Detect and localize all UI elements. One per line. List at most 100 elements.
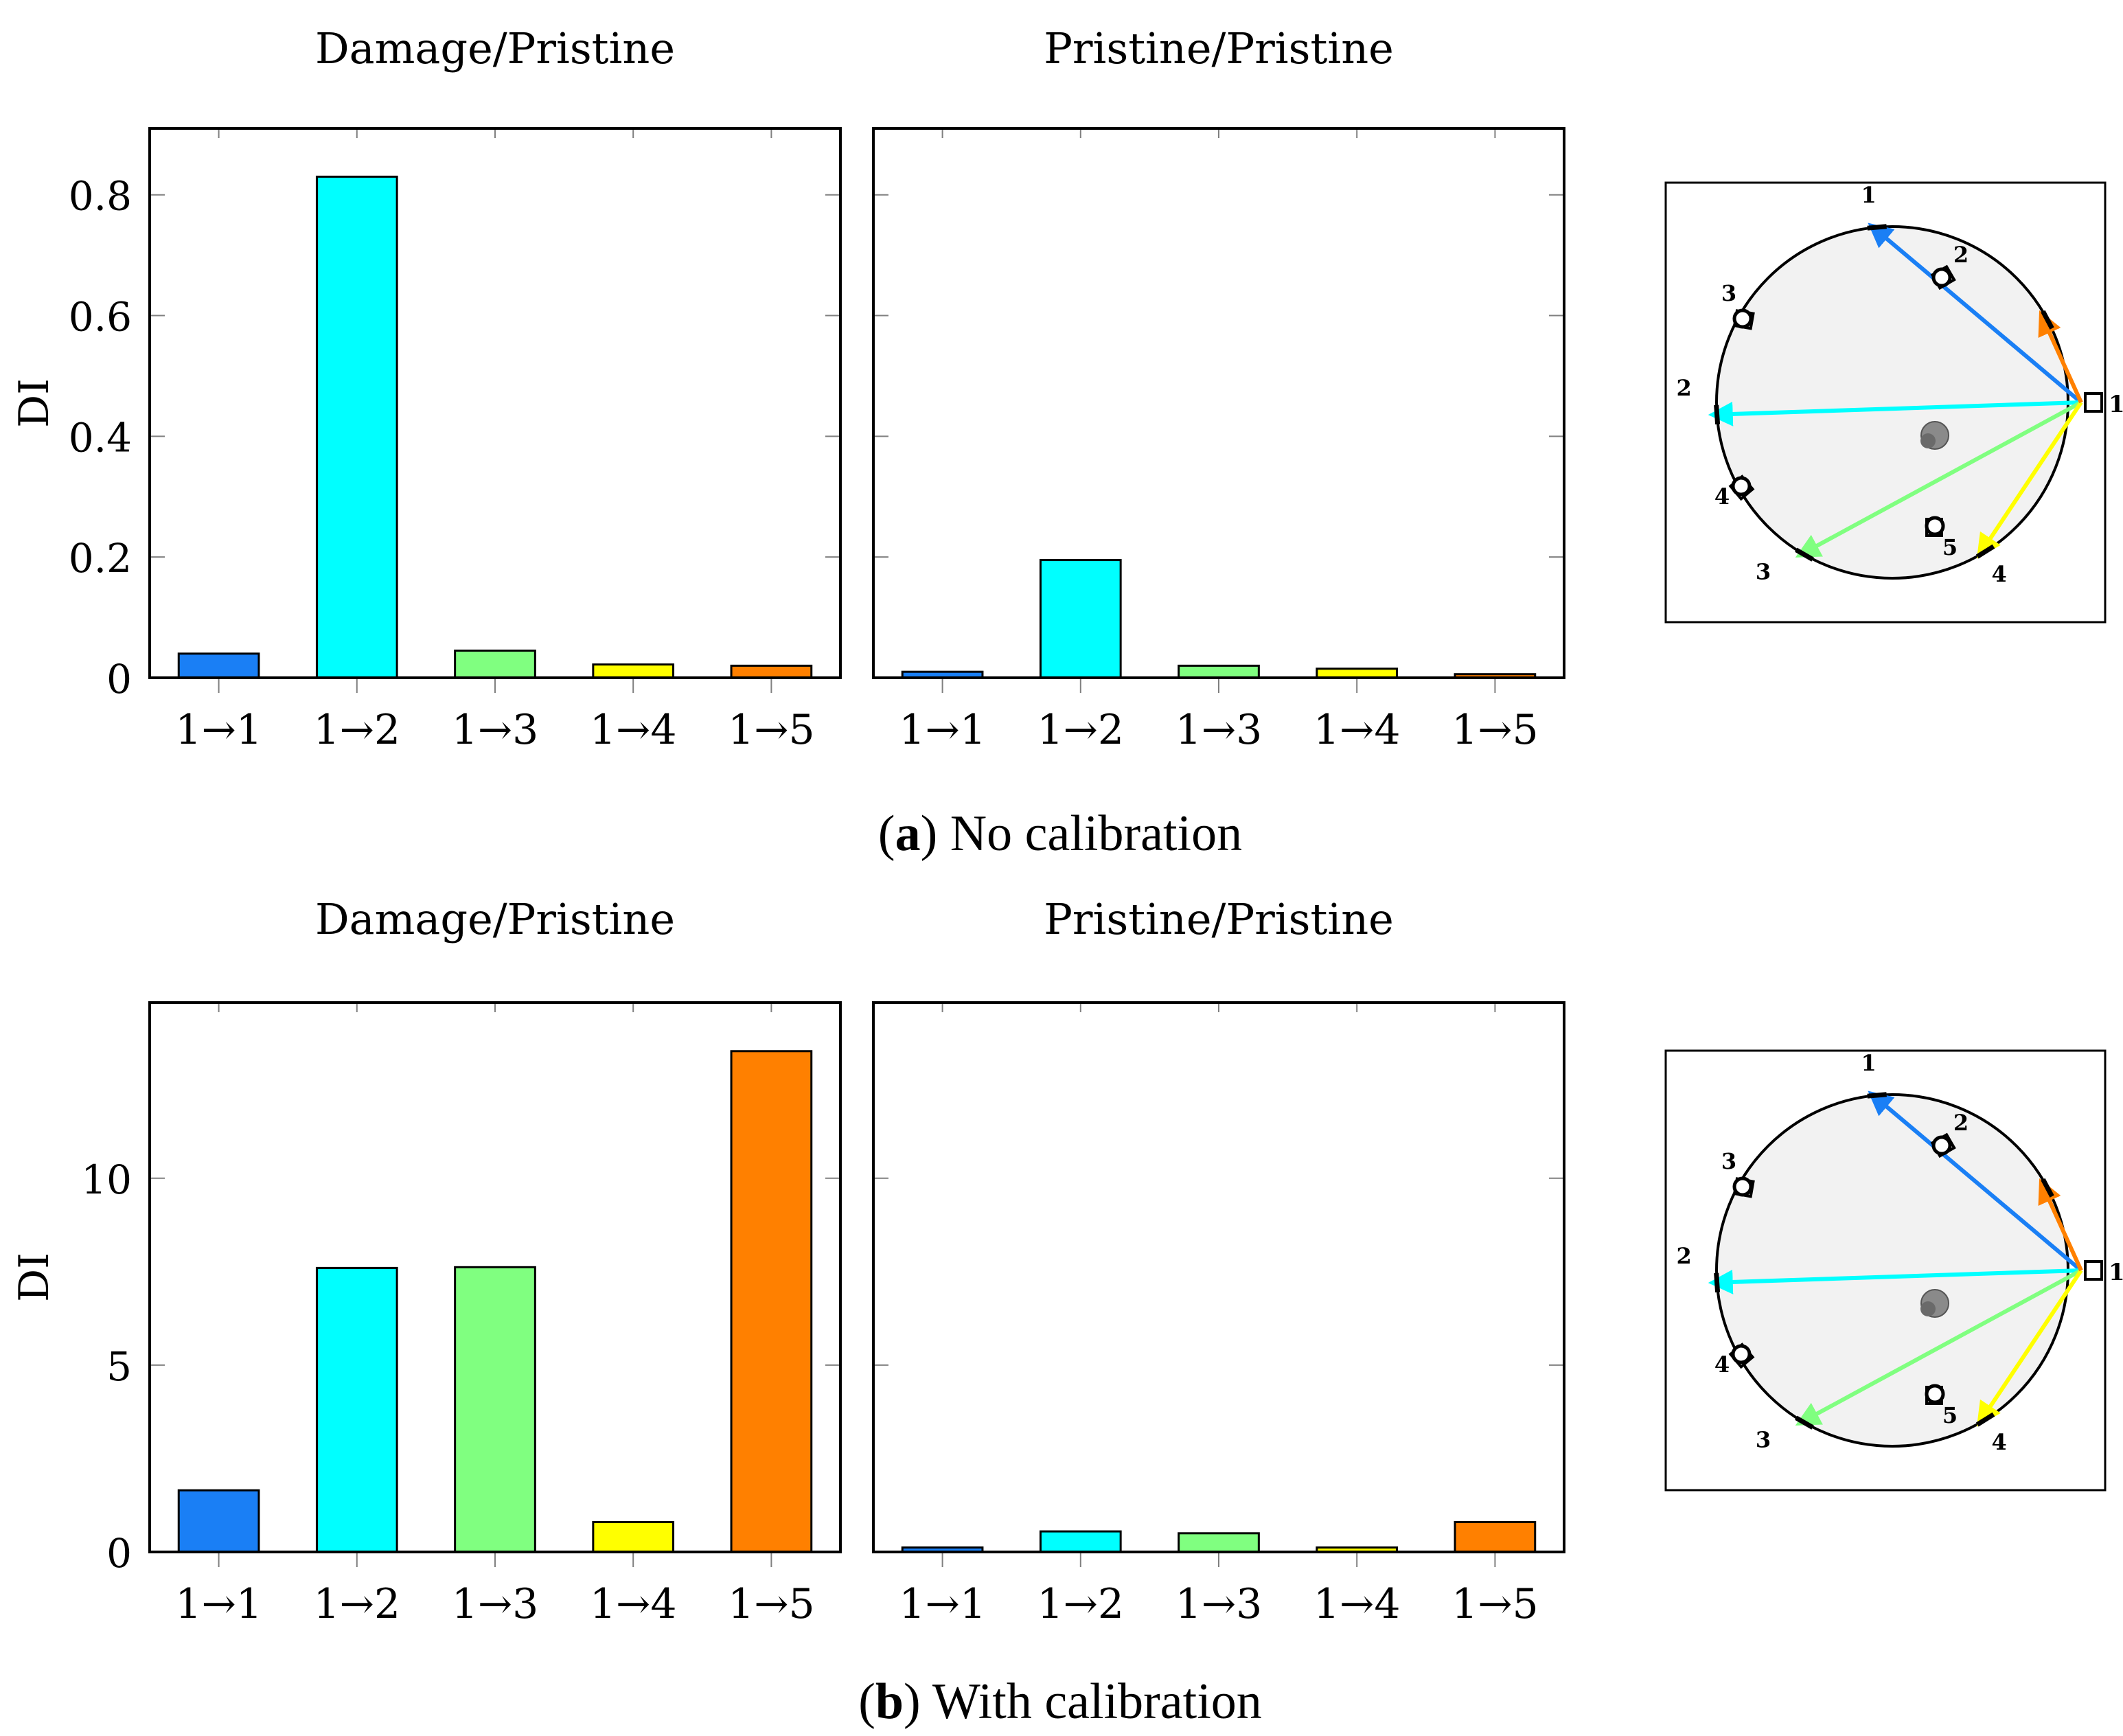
signal-path-5 [2038,1178,2083,1272]
x-tick-label: 1→4 [1313,706,1401,754]
receiver-5 [2041,310,2054,330]
y-tick-label: 10 [81,1156,132,1203]
bar-5 [730,1050,813,1553]
transducer-4 [1731,476,1752,496]
signal-path-2 [1708,1268,2082,1294]
bar-5 [730,664,813,679]
receiver-2 [1714,1272,1721,1293]
source-transducer [2084,392,2103,413]
receiver-label: 3 [1756,1427,1771,1453]
receiver-3 [1795,1415,1814,1430]
bar-2 [1039,1530,1122,1553]
plot-frame [148,127,842,679]
plot-frame [872,1001,1565,1553]
chart-b-right: Pristine/Pristine 1→1 1→2 1→3 1→4 1→5 [872,894,1565,1628]
bar-4 [592,1520,675,1553]
x-tick-label: 1→4 [590,1580,677,1628]
chart-title: Damage/Pristine [315,23,675,73]
x-tick-label: 1→5 [728,1580,815,1628]
x-tick-label: 1→3 [1175,706,1263,754]
transducer-5 [1925,516,1945,536]
plot-frame [872,127,1565,679]
x-tick-label: 1→3 [1175,1580,1263,1628]
x-tick-label: 1→2 [1037,706,1124,754]
transducer-3 [1732,1176,1753,1197]
transducer-label: 5 [1942,1402,1958,1428]
bar-5 [1454,1520,1537,1553]
chart-title: Pristine/Pristine [1044,894,1394,944]
transducer-label: 4 [1714,1351,1730,1378]
x-tick-label: 1→1 [175,706,262,754]
transducer-label: 5 [1942,534,1958,560]
sensor-diagram-2: 1 1 2 3 4 2 3 4 5 [1664,1049,2123,1492]
x-tick-label: 1→1 [899,706,986,754]
source-transducer [2084,1260,2103,1281]
bar-3 [1178,664,1260,679]
specimen-disk [1715,225,2069,580]
signal-path-5 [2038,310,2083,404]
x-tick-label: 1→4 [590,706,677,754]
signal-path-3 [1795,1268,2082,1426]
x-tick-label: 1→1 [899,1580,986,1628]
caption-letter: b [875,1674,904,1730]
x-tick-label: 1→5 [1451,1580,1539,1628]
x-tick-label: 1→2 [313,706,400,754]
transducer-2 [1931,267,1952,288]
source-label: 1 [2109,391,2123,418]
y-axis-label: DI [10,1253,58,1302]
y-tick-label: 0.4 [69,414,132,461]
receiver-label: 2 [1676,375,1691,401]
caption-letter: a [895,806,921,862]
transducer-label: 3 [1721,280,1736,306]
receiver-2 [1714,404,1721,425]
transducer-label: 4 [1714,483,1730,510]
source-label: 1 [2109,1259,2123,1286]
receiver-1 [1867,224,1887,231]
signal-path-3 [1795,400,2082,558]
bar-2 [315,1266,398,1553]
receiver-label: 1 [1861,182,1877,208]
y-tick-label: 5 [106,1343,132,1390]
transducer-label: 2 [1953,1110,1969,1136]
y-tick-label: 0.6 [69,294,132,341]
y-tick-label: 0 [106,1530,132,1577]
plot-frame [148,1001,842,1553]
bar-1 [177,1489,260,1553]
chart-a-left: Damage/Pristine 0 0.2 0.4 0.6 0.8 DI 1→1 1→2 1→3 1… [10,23,842,754]
receiver-3 [1795,547,1814,562]
damage-marker [1920,1301,1936,1316]
receiver-4 [1975,544,1995,559]
y-tick-label: 0.2 [69,535,132,582]
signal-path-2 [1708,400,2082,426]
x-tick-label: 1→1 [175,1580,262,1628]
x-tick-label: 1→3 [452,706,539,754]
signal-path-4 [1976,1269,2083,1427]
receiver-1 [1867,1092,1887,1099]
transducer-2 [1931,1135,1952,1156]
chart-title: Pristine/Pristine [1044,23,1394,73]
receiver-label: 4 [1992,561,2007,587]
caption-b: (b) With calibration [858,1674,1262,1730]
specimen-disk [1715,1093,2069,1448]
bar-2 [315,175,398,679]
bar-2 [1039,559,1122,679]
sensor-diagram-1: 1 1 2 3 4 2 3 4 5 [1664,181,2123,624]
bar-1 [177,652,260,679]
receiver-4 [1975,1412,1995,1427]
signal-path-1 [1868,1090,2082,1272]
receiver-label: 1 [1861,1050,1877,1076]
y-axis-label: DI [10,378,58,428]
bar-3 [454,649,536,679]
chart-b-left: Damage/Pristine 0 5 10 DI 1→1 1→2 1→3 1→4 1→5 [10,894,842,1628]
receiver-label: 3 [1756,559,1771,585]
transducer-5 [1925,1384,1945,1404]
bar-4 [592,663,675,679]
x-tick-label: 1→2 [1037,1580,1124,1628]
receiver-label: 2 [1676,1243,1691,1269]
y-tick-label: 0.8 [69,173,132,220]
x-tick-label: 1→2 [313,1580,400,1628]
receiver-5 [2041,1178,2054,1198]
receiver-label: 4 [1992,1429,2007,1455]
signal-path-1 [1868,222,2082,404]
